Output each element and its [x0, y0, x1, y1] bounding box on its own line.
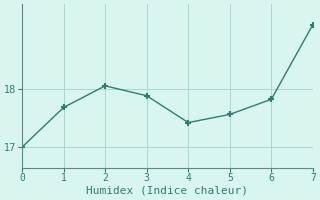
- X-axis label: Humidex (Indice chaleur): Humidex (Indice chaleur): [86, 186, 249, 196]
